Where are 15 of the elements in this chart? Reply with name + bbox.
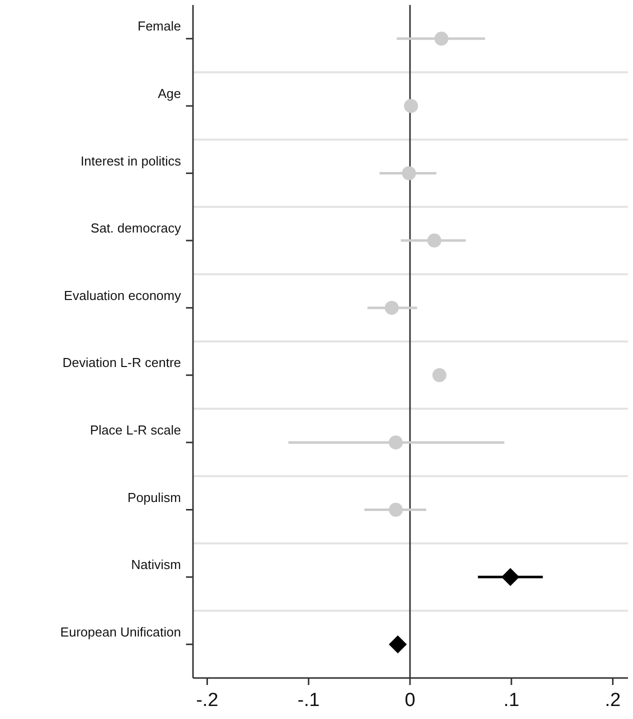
x-tick-label: .1 <box>503 690 520 711</box>
x-tick-label: -.1 <box>298 690 320 711</box>
y-tick-label: Age <box>158 86 181 101</box>
x-tick-label: .2 <box>604 690 621 711</box>
y-tick-label: Evaluation economy <box>64 288 182 303</box>
y-tick-label: Deviation L-R centre <box>62 355 181 370</box>
x-tick-label: -.2 <box>196 690 218 711</box>
y-tick-label: Interest in politics <box>80 153 182 168</box>
y-tick-label: Populism <box>128 490 181 505</box>
y-tick-label: Place L-R scale <box>90 422 181 438</box>
y-tick-label: Female <box>138 18 181 34</box>
y-tick-label: European Unification <box>60 624 181 640</box>
y-tick-label: Sat. democracy <box>90 220 182 236</box>
y-tick-label: Nativism <box>131 557 181 572</box>
x-tick-label: 0 <box>404 690 416 711</box>
